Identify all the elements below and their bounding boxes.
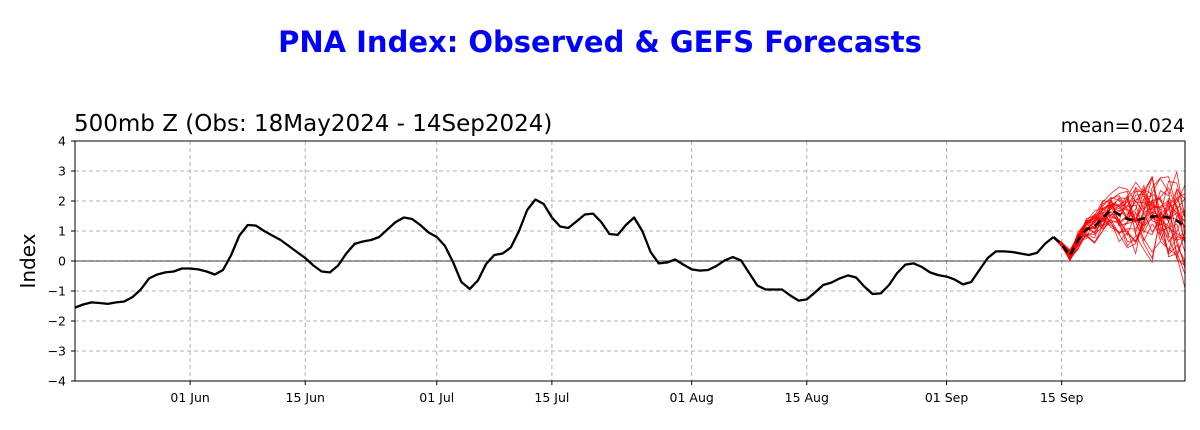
x-tick-label: 01 Aug <box>670 390 714 405</box>
ensemble-member-line <box>1053 177 1185 255</box>
x-tick-label: 01 Jun <box>170 390 209 405</box>
y-axis-label: Index <box>16 233 40 288</box>
mean-annotation: mean=0.024 <box>1061 115 1185 137</box>
y-tick-label: −1 <box>48 284 66 299</box>
x-tick-label: 01 Sep <box>925 390 969 405</box>
y-tick-label: 1 <box>58 224 66 239</box>
y-tick-label: 0 <box>58 254 66 269</box>
ensemble-member-line <box>1053 197 1185 265</box>
y-tick-label: −3 <box>48 344 66 359</box>
forecast-mean-line <box>1052 208 1185 259</box>
y-tick-label: −4 <box>48 374 66 389</box>
x-tick-label: 15 Jul <box>534 390 569 405</box>
x-tick-label: 15 Jun <box>286 390 325 405</box>
ensemble-member-line <box>1053 188 1185 258</box>
chart-subtitle: 500mb Z (Obs: 18May2024 - 14Sep2024) <box>74 111 552 137</box>
x-tick-label: 15 Aug <box>785 390 829 405</box>
x-tick-label: 15 Sep <box>1040 390 1084 405</box>
ensemble-member-line <box>1053 195 1185 262</box>
observed-line <box>75 198 1055 309</box>
axis-ticks: 4 3 2 1 0 −1 −2 −3 −4 01 Jun 15 Jun 01 Jul 15 Jul 01 … <box>48 134 1084 406</box>
x-tick-label: 01 Jul <box>419 390 454 405</box>
y-tick-label: 3 <box>58 164 66 179</box>
ensemble-members <box>1053 171 1185 289</box>
y-tick-label: −2 <box>48 314 66 329</box>
series <box>75 198 1185 309</box>
y-tick-label: 2 <box>58 194 66 209</box>
chart-title: PNA Index: Observed & GEFS Forecasts <box>278 25 922 59</box>
ensemble-member-line <box>1053 186 1185 257</box>
y-tick-label: 4 <box>58 134 66 149</box>
